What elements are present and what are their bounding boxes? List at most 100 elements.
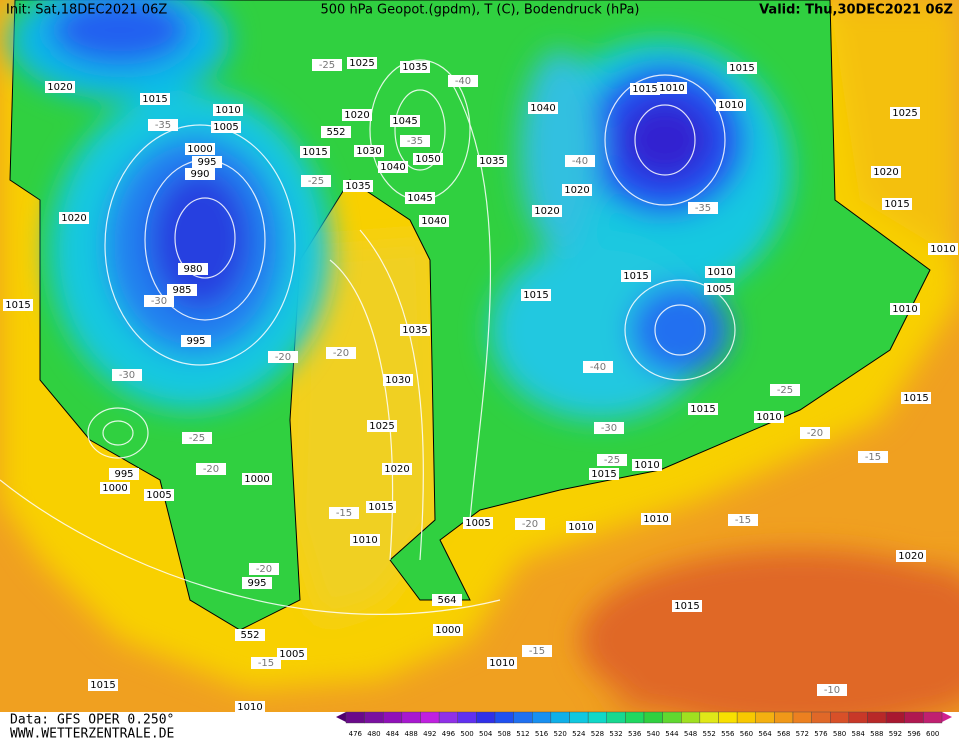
pressure-label: 1000	[102, 483, 127, 494]
temperature-label-box	[144, 295, 174, 307]
colorbar-swatch	[364, 711, 384, 724]
pressure-label: 1010	[892, 304, 917, 315]
temperature-label: -35	[695, 203, 711, 214]
pressure-label: 1035	[479, 156, 504, 167]
pressure-label-box	[705, 266, 735, 278]
colorbar-label: 484	[386, 730, 400, 738]
pressure-label: 1025	[349, 58, 374, 69]
colorbar-label: 556	[721, 730, 735, 738]
temperature-label-box	[770, 384, 800, 396]
colorbar-swatch	[923, 711, 943, 724]
pressure-label-box	[413, 153, 443, 165]
height-label: 552	[326, 127, 345, 138]
pressure-label-box	[382, 463, 412, 475]
temperature-label-box	[182, 432, 212, 444]
pressure-label: 1010	[930, 244, 955, 255]
pressure-label: 1005	[465, 518, 490, 529]
colorbar-label: 480	[367, 730, 380, 738]
colorbar-label: 508	[498, 730, 511, 738]
colorbar-label: 560	[740, 730, 753, 738]
pressure-label-box	[400, 61, 430, 73]
colorbar-swatch	[513, 711, 533, 724]
temperature-label: -30	[151, 296, 167, 307]
colorbar-swatch	[550, 711, 570, 724]
colorbar-label: 584	[852, 730, 866, 738]
temperature-label: -35	[407, 136, 423, 147]
pressure-label-box	[433, 624, 463, 636]
pressure-label: 995	[114, 469, 133, 480]
temperature-label-box	[312, 59, 342, 71]
pressure-label: 1015	[302, 147, 327, 158]
temperature-label: -20	[203, 464, 219, 475]
pressure-label-box	[871, 166, 901, 178]
temperature-label-box	[448, 75, 478, 87]
temperature-label-box	[249, 563, 279, 575]
colorbar-swatch	[457, 711, 477, 724]
colorbar-arrow-left	[336, 712, 346, 722]
colorbar-swatch	[718, 711, 738, 724]
pressure-label-box	[562, 184, 592, 196]
pressure-label-box	[882, 198, 912, 210]
pressure-label: 1000	[435, 625, 460, 636]
pressure-label: 1010	[718, 100, 743, 111]
pressure-label-box	[235, 701, 265, 713]
pressure-label-box	[366, 501, 396, 513]
pressure-label: 1000	[187, 144, 212, 155]
colorbar: 476 480 484 488 492 496 500 504 508 512 516 520 524 5…	[336, 711, 952, 738]
temperature-label: -25	[604, 455, 620, 466]
pressure-label: 995	[186, 336, 205, 347]
pressure-label-box	[367, 420, 397, 432]
temperature-label: -40	[572, 156, 588, 167]
pressure-label: 1005	[706, 284, 731, 295]
colorbar-label: 520	[554, 730, 567, 738]
temperature-label-box	[329, 507, 359, 519]
pressure-label-box	[178, 263, 208, 275]
height-label-box	[432, 594, 462, 606]
colorbar-label: 488	[405, 730, 418, 738]
pressure-label-box	[928, 243, 958, 255]
temperature-label: -15	[336, 508, 352, 519]
pressure-label: 1000	[244, 474, 269, 485]
pressure-label-box	[477, 155, 507, 167]
pressure-label-box	[405, 192, 435, 204]
pressure-label: 1010	[707, 267, 732, 278]
pressure-label-box	[45, 81, 75, 93]
colorbar-label: 532	[609, 730, 622, 738]
temperature-label-box	[251, 657, 281, 669]
pressure-label-box	[630, 83, 660, 95]
pressure-label-box	[901, 392, 931, 404]
colorbar-label: 512	[516, 730, 529, 738]
pressure-label: 1005	[213, 122, 238, 133]
pressure-label-box	[100, 482, 130, 494]
colorbar-swatch	[569, 711, 589, 724]
colorbar-swatch	[587, 711, 607, 724]
pressure-label-box	[521, 289, 551, 301]
colorbar-swatch	[401, 711, 421, 724]
pressure-label: 990	[190, 169, 209, 180]
colorbar-label: 524	[572, 730, 586, 738]
colorbar-swatch	[755, 711, 775, 724]
temperature-label-box	[565, 155, 595, 167]
pressure-label: 1040	[421, 216, 446, 227]
pressure-label: 1005	[279, 649, 304, 660]
pressure-label: 1010	[659, 83, 684, 94]
temperature-label: -25	[777, 385, 793, 396]
temperature-label-box	[817, 684, 847, 696]
colorbar-swatch	[848, 711, 868, 724]
pressure-label-box	[390, 115, 420, 127]
map-title: 500 hPa Geopot.(gpdm), T (C), Bodendruck…	[321, 3, 640, 18]
temperature-label-box	[326, 347, 356, 359]
temperature-label-box	[400, 135, 430, 147]
colorbar-swatch	[606, 711, 626, 724]
pressure-label-box	[88, 679, 118, 691]
pressure-label-box	[716, 99, 746, 111]
pressure-label-box	[378, 161, 408, 173]
colorbar-swatch	[904, 711, 924, 724]
colorbar-label: 544	[665, 730, 679, 738]
pressure-label: 1025	[369, 421, 394, 432]
colorbar-swatch	[867, 711, 887, 724]
temperature-label-box	[583, 361, 613, 373]
temperature-label: -25	[319, 60, 335, 71]
colorbar-label: 596	[907, 730, 921, 738]
